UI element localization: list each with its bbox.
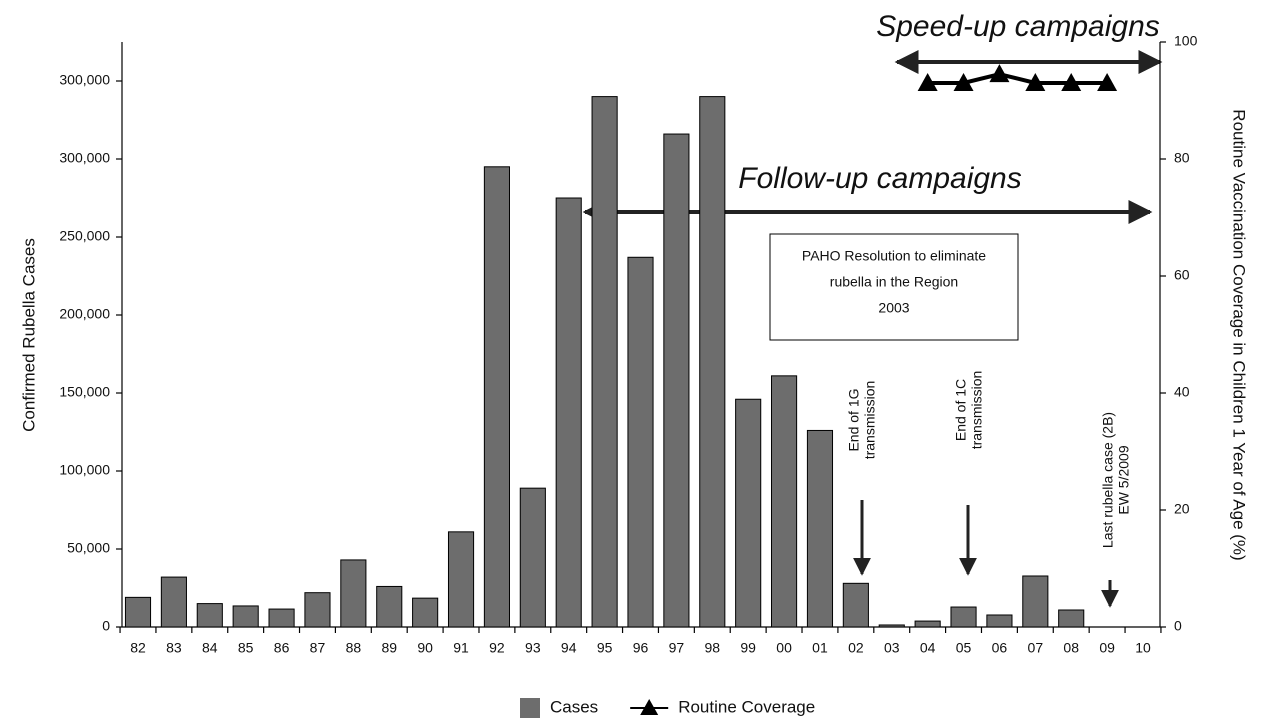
y-tick-label: 0 xyxy=(102,618,110,634)
annotation: transmission xyxy=(969,371,985,450)
y2-tick-label: 0 xyxy=(1174,618,1182,634)
annotation: Speed-up campaigns xyxy=(876,10,1160,43)
bar xyxy=(196,603,223,628)
x-tick-label: 88 xyxy=(346,640,362,656)
x-tick-label: 94 xyxy=(561,640,577,656)
annotation: Follow-up campaigns xyxy=(738,162,1021,195)
x-tick-label: 93 xyxy=(525,640,541,656)
marker xyxy=(1097,72,1118,91)
x-tick-label: 92 xyxy=(489,640,505,656)
x-tick-label: 99 xyxy=(740,640,756,656)
bar xyxy=(340,559,367,628)
y2-axis-title: Routine Vaccination Coverage in Children… xyxy=(1230,109,1249,560)
bar xyxy=(1058,609,1085,628)
x-tick-label: 08 xyxy=(1063,640,1079,656)
bar xyxy=(699,96,726,628)
bar xyxy=(268,608,295,628)
legend-swatch xyxy=(520,698,540,718)
bar xyxy=(806,429,834,628)
x-tick-label: 97 xyxy=(669,640,685,656)
bar xyxy=(412,597,439,628)
bar xyxy=(771,375,798,628)
annotation: End of 1G xyxy=(846,388,862,451)
x-tick-label: 01 xyxy=(812,640,828,656)
y2-tick-label: 40 xyxy=(1174,384,1190,400)
y2-tick-label: 100 xyxy=(1174,33,1198,49)
y-tick-label: 100,000 xyxy=(59,462,110,478)
x-tick-label: 83 xyxy=(166,640,182,656)
bar xyxy=(304,592,331,628)
x-tick-label: 04 xyxy=(920,640,936,656)
y-tick-label: 150,000 xyxy=(59,384,110,400)
y2-tick-label: 60 xyxy=(1174,267,1190,283)
bar xyxy=(447,531,475,628)
annotation-box xyxy=(769,233,1019,341)
x-tick-label: 84 xyxy=(202,640,218,656)
x-tick-label: 07 xyxy=(1028,640,1044,656)
y2-tick-label: 20 xyxy=(1174,501,1190,517)
y-tick-label: 250,000 xyxy=(59,228,110,244)
legend-label: Routine Coverage xyxy=(678,697,815,716)
x-tick-label: 00 xyxy=(776,640,792,656)
bar xyxy=(376,585,403,628)
y-tick-label: 300,000 xyxy=(59,150,110,166)
bar xyxy=(519,487,546,628)
marker xyxy=(953,72,974,91)
bar xyxy=(950,606,977,628)
x-tick-label: 03 xyxy=(884,640,900,656)
x-tick-label: 95 xyxy=(597,640,613,656)
x-tick-label: 98 xyxy=(704,640,720,656)
bar xyxy=(232,605,259,628)
annotation: EW 5/2009 xyxy=(1116,445,1132,514)
x-tick-label: 89 xyxy=(381,640,397,656)
x-tick-label: 96 xyxy=(633,640,649,656)
annotation: rubella in the Region xyxy=(830,274,958,290)
x-tick-label: 09 xyxy=(1099,640,1115,656)
bar xyxy=(591,96,618,628)
annotation: Last rubella case (2B) xyxy=(1100,412,1116,548)
bar xyxy=(483,166,510,628)
marker xyxy=(917,72,938,91)
y2-tick-label: 80 xyxy=(1174,150,1190,166)
bar xyxy=(914,620,941,628)
x-tick-label: 90 xyxy=(417,640,433,656)
bar xyxy=(555,197,582,628)
marker xyxy=(1061,72,1082,91)
x-tick-label: 10 xyxy=(1135,640,1151,656)
marker xyxy=(1025,72,1046,91)
bar xyxy=(160,576,187,628)
marker xyxy=(989,64,1010,83)
x-tick-label: 05 xyxy=(956,640,972,656)
annotation: PAHO Resolution to eliminate xyxy=(802,248,986,264)
bar xyxy=(663,133,690,628)
annotation: transmission xyxy=(862,381,878,460)
line xyxy=(927,72,1108,85)
y-tick-label: 200,000 xyxy=(59,306,110,322)
annotation: 2003 xyxy=(878,300,909,316)
bar xyxy=(878,624,905,628)
bar xyxy=(1022,575,1049,628)
bar xyxy=(986,614,1013,628)
y-tick-label: 300,000 xyxy=(59,72,110,88)
bar xyxy=(842,582,869,628)
y-tick-label: 50,000 xyxy=(67,540,110,556)
x-tick-label: 91 xyxy=(453,640,469,656)
annotation: End of 1C xyxy=(953,379,969,441)
legend-swatch xyxy=(640,699,659,715)
legend-label: Cases xyxy=(550,697,598,716)
bar xyxy=(124,596,152,628)
x-tick-label: 06 xyxy=(992,640,1008,656)
bar xyxy=(627,256,654,628)
bar xyxy=(735,398,762,628)
x-tick-label: 86 xyxy=(274,640,290,656)
y-axis-title: Confirmed Rubella Cases xyxy=(19,238,38,432)
x-tick-label: 85 xyxy=(238,640,254,656)
x-tick-label: 02 xyxy=(848,640,864,656)
x-tick-label: 87 xyxy=(310,640,326,656)
x-tick-label: 82 xyxy=(130,640,146,656)
